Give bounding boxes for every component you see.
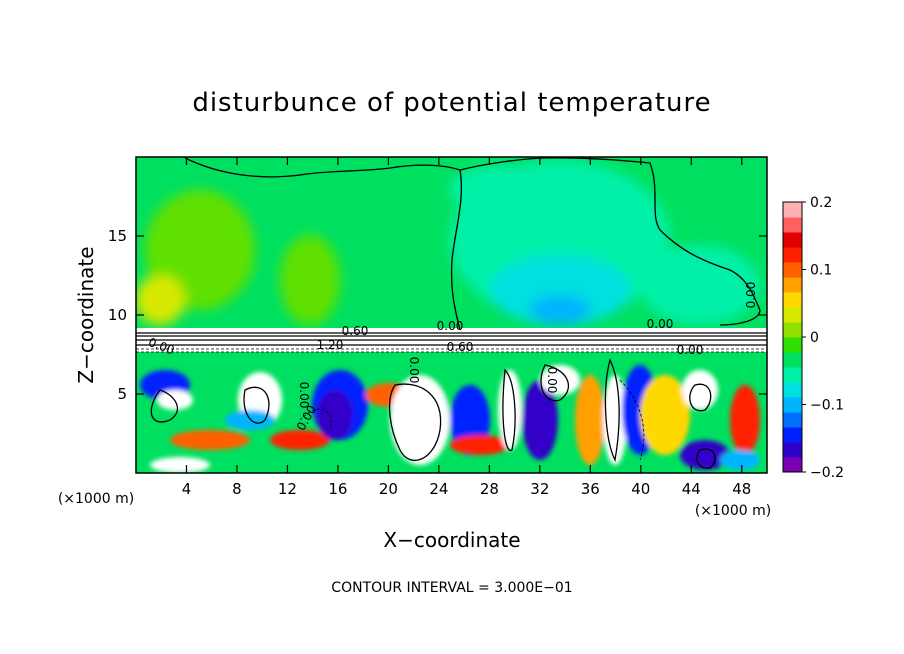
x-tick-label: 48 — [732, 480, 751, 498]
x-tick-label: 36 — [581, 480, 600, 498]
colorbar-tick-label: 0 — [810, 330, 819, 346]
colorbar-segment — [783, 427, 802, 443]
colorbar-tick-label: −0.1 — [810, 398, 844, 414]
colorbar-segment — [783, 382, 802, 398]
colorbar-segment — [783, 262, 802, 278]
y-tick-label: 10 — [108, 306, 127, 324]
contour-label: 0.00 — [744, 282, 758, 309]
contour-labels: 0.601.20 0.600.000.000.000.000.000.00 0.00… — [146, 282, 758, 433]
colorbar-segment — [783, 202, 802, 218]
colorbar-segment — [783, 247, 802, 263]
x-tick-label: 20 — [379, 480, 398, 498]
colorbar-segment — [783, 412, 802, 428]
x-axis-label: X−coordinate — [383, 528, 520, 552]
colorbar-segment — [783, 232, 802, 248]
contour-label: 0.00 — [437, 319, 464, 333]
contour-interval-label: CONTOUR INTERVAL = 3.000E−01 — [331, 580, 572, 596]
colorbar-segment — [783, 337, 802, 353]
contour-label: 0.00 — [545, 367, 559, 394]
contour-label: 0.60 — [342, 324, 369, 338]
contour-label: 0.00 — [677, 343, 704, 357]
colorbar-segment — [783, 352, 802, 368]
colorbar-segment — [783, 322, 802, 338]
colorbar-segment — [783, 277, 802, 293]
x-axis: 4 8 12 16 20 24 28 32 36 40 44 48 — [182, 157, 751, 498]
contour-label: 0.00 — [297, 382, 311, 409]
colorbar-segment — [783, 457, 802, 473]
colorbar-segment — [783, 292, 802, 308]
heatmap-field — [136, 157, 767, 473]
x-tick-label: 16 — [328, 480, 347, 498]
colorbar — [783, 202, 802, 473]
colorbar-segment — [783, 307, 802, 323]
colorbar-ticks: 0.2 0.1 0 −0.1 −0.2 — [802, 195, 844, 481]
colorbar-tick-label: −0.2 — [810, 465, 844, 481]
x-tick-label: 8 — [232, 480, 242, 498]
contour-label: 1.20 — [317, 338, 344, 352]
contour-label: 0.00 — [647, 317, 674, 331]
x-axis-unit-right: (×1000 m) — [695, 503, 771, 519]
colorbar-segment — [783, 367, 802, 383]
y-axis-label: Z−coordinate — [74, 246, 98, 383]
x-tick-label: 32 — [530, 480, 549, 498]
x-tick-label: 28 — [480, 480, 499, 498]
contour-label: 0.00 — [407, 357, 421, 384]
y-axis: 5 10 15 — [108, 227, 767, 403]
colorbar-segment — [783, 217, 802, 233]
contour-label: 0.60 — [447, 340, 474, 354]
colorbar-segment — [783, 442, 802, 458]
colorbar-segment — [783, 397, 802, 413]
x-tick-label: 4 — [182, 480, 192, 498]
y-tick-label: 15 — [108, 227, 127, 245]
x-axis-unit-left: (×1000 m) — [58, 491, 134, 507]
colorbar-tick-label: 0.2 — [810, 195, 832, 211]
x-tick-label: 40 — [631, 480, 650, 498]
x-tick-label: 24 — [429, 480, 448, 498]
colorbar-tick-label: 0.1 — [810, 263, 832, 279]
x-tick-label: 12 — [278, 480, 297, 498]
x-tick-label: 44 — [682, 480, 701, 498]
y-tick-label: 5 — [117, 385, 127, 403]
chart-title: disturbunce of potential temperature — [192, 88, 711, 118]
